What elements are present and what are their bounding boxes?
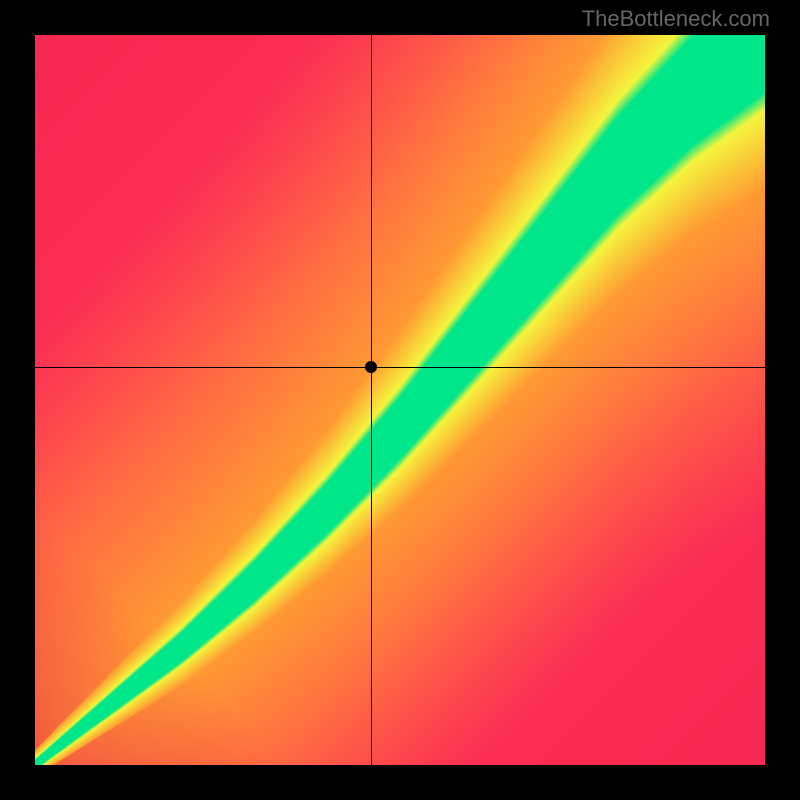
bottleneck-heatmap: [35, 35, 765, 765]
heatmap-canvas: [35, 35, 765, 765]
data-point-marker: [365, 361, 377, 373]
crosshair-horizontal: [35, 367, 765, 368]
crosshair-vertical: [371, 35, 372, 765]
watermark-text: TheBottleneck.com: [582, 6, 770, 32]
